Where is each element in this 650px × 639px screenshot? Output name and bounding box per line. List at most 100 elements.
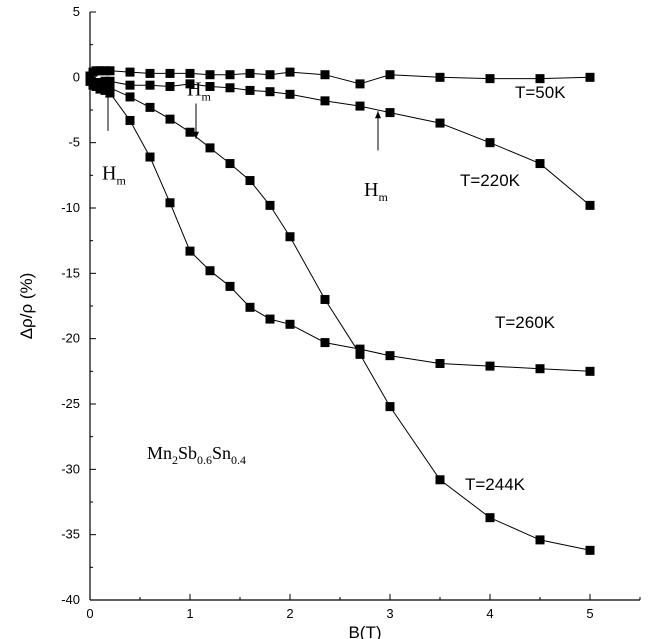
- data-point: [320, 294, 330, 304]
- hm-annotation: Hm: [102, 90, 126, 187]
- data-point: [485, 513, 495, 523]
- y-tick-label: -35: [61, 527, 80, 542]
- data-point: [205, 143, 215, 153]
- data-point: [385, 351, 395, 361]
- hm-annotation: Hm: [364, 111, 388, 204]
- x-tick-label: 4: [486, 606, 493, 621]
- y-tick-label: -10: [61, 200, 80, 215]
- y-tick-label: -25: [61, 396, 80, 411]
- arrowhead-icon: [375, 111, 381, 119]
- data-point: [245, 68, 255, 78]
- y-axis-title: Δρ/ρ (%): [17, 273, 36, 340]
- hm-subscript: m: [201, 90, 211, 104]
- data-point: [285, 89, 295, 99]
- series-label: T=244K: [465, 475, 526, 494]
- arrowhead-icon: [193, 131, 199, 139]
- data-point: [535, 159, 545, 169]
- data-point: [185, 127, 195, 137]
- data-point: [105, 88, 115, 98]
- data-point: [225, 159, 235, 169]
- series-1: [85, 66, 595, 89]
- data-point: [185, 246, 195, 256]
- x-tick-label: 1: [186, 606, 193, 621]
- data-point: [245, 302, 255, 312]
- data-point: [265, 70, 275, 80]
- compound-formula: Mn2Sb0.6Sn0.4: [147, 443, 246, 467]
- data-point: [285, 67, 295, 77]
- data-point: [105, 76, 115, 86]
- formula-element: Mn: [147, 443, 172, 463]
- data-point: [125, 80, 135, 90]
- data-point: [145, 68, 155, 78]
- data-point: [435, 475, 445, 485]
- data-point: [165, 114, 175, 124]
- data-point: [285, 319, 295, 329]
- data-point: [145, 152, 155, 162]
- data-point: [435, 118, 445, 128]
- data-point: [535, 74, 545, 84]
- data-point: [585, 72, 595, 82]
- data-point: [125, 92, 135, 102]
- x-tick-label: 0: [86, 606, 93, 621]
- data-point: [245, 85, 255, 95]
- data-point: [385, 70, 395, 80]
- hm-subscript: m: [116, 173, 126, 187]
- data-point: [320, 338, 330, 348]
- x-axis-title: B(T): [348, 623, 381, 639]
- x-tick-label: 5: [586, 606, 593, 621]
- formula-subscript: 0.6: [197, 453, 212, 467]
- data-point: [125, 115, 135, 125]
- data-point: [265, 87, 275, 97]
- data-point: [435, 358, 445, 368]
- hm-subscript: m: [378, 190, 388, 204]
- data-point: [165, 68, 175, 78]
- data-point: [185, 68, 195, 78]
- data-point: [585, 366, 595, 376]
- series-4: [85, 75, 595, 555]
- data-point: [165, 81, 175, 91]
- data-point: [95, 66, 105, 76]
- axis-ticks: 0 1 2 3 4 5 5 0 -5 -10 -15 -20 -25 -30 -35 -40: [61, 4, 641, 621]
- data-point: [100, 66, 110, 76]
- data-point: [205, 81, 215, 91]
- data-point: [435, 72, 445, 82]
- data-point: [95, 80, 105, 90]
- data-point: [265, 200, 275, 210]
- data-point: [205, 266, 215, 276]
- formula-element: Sn: [212, 443, 231, 463]
- hm-label: Hm: [102, 162, 126, 187]
- data-point: [145, 102, 155, 112]
- data-point: [225, 281, 235, 291]
- x-tick-label: 2: [286, 606, 293, 621]
- data-point: [105, 83, 115, 93]
- hm-annotation: Hm: [187, 79, 211, 139]
- series-label: T=220K: [460, 171, 521, 190]
- data-point: [485, 138, 495, 148]
- data-point: [485, 361, 495, 371]
- hm-label: Hm: [364, 179, 388, 204]
- data-point: [585, 200, 595, 210]
- y-tick-label: -5: [68, 135, 80, 150]
- series-labels: T=50K T=220K T=260K T=244K: [460, 83, 566, 494]
- data-point: [320, 96, 330, 106]
- data-point: [320, 70, 330, 80]
- formula-subscript: 2: [172, 453, 178, 467]
- data-point: [145, 80, 155, 90]
- data-point: [585, 545, 595, 555]
- arrowhead-icon: [105, 90, 111, 98]
- x-tick-label: 3: [386, 606, 393, 621]
- data-point: [355, 101, 365, 111]
- data-point: [100, 76, 110, 86]
- data-point: [355, 349, 365, 359]
- y-tick-label: -15: [61, 265, 80, 280]
- y-tick-label: 5: [73, 4, 80, 19]
- data-point: [245, 176, 255, 186]
- data-series: [85, 66, 595, 555]
- annotations: Hm Hm Hm: [102, 79, 388, 205]
- data-point: [165, 198, 175, 208]
- series-line: [89, 70, 591, 85]
- data-point: [225, 83, 235, 93]
- data-point: [385, 402, 395, 412]
- data-point: [485, 74, 495, 84]
- data-point: [385, 108, 395, 118]
